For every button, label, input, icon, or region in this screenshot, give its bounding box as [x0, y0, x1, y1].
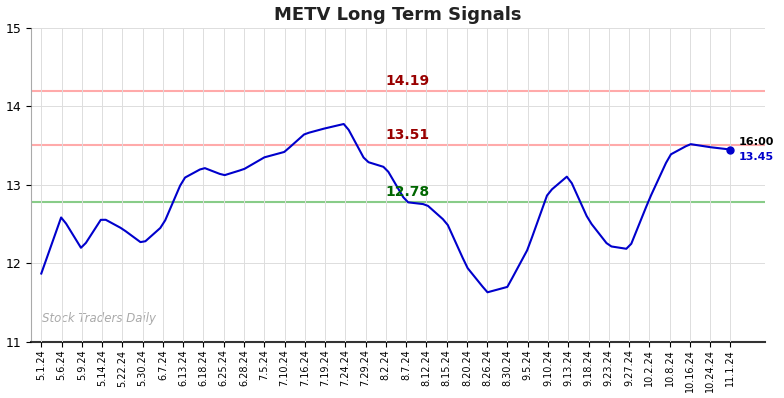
Text: 13.51: 13.51 [386, 128, 430, 142]
Text: 12.78: 12.78 [386, 185, 430, 199]
Text: Stock Traders Daily: Stock Traders Daily [42, 312, 156, 325]
Text: 13.45: 13.45 [739, 152, 774, 162]
Text: 14.19: 14.19 [386, 74, 430, 88]
Title: METV Long Term Signals: METV Long Term Signals [274, 6, 522, 23]
Text: 16:00: 16:00 [739, 137, 774, 147]
